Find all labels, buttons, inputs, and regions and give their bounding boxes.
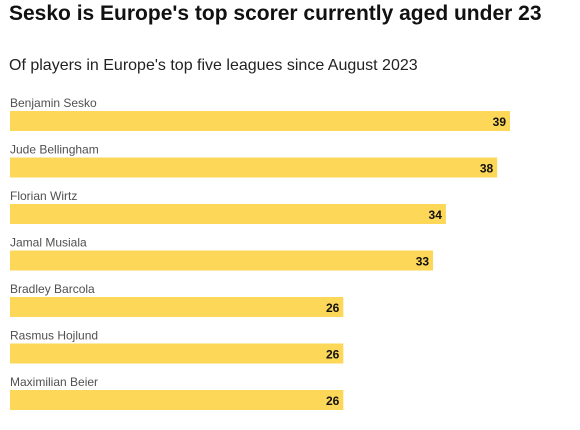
bar-jude-bellingham bbox=[10, 157, 498, 178]
chart-subtitle: Of players in Europe's top five leagues … bbox=[9, 57, 418, 74]
value-label-rasmus-hojlund: 26 bbox=[326, 348, 340, 362]
value-label-benjamin-sesko: 39 bbox=[493, 115, 507, 129]
category-label-jamal-musiala: Jamal Musiala bbox=[10, 236, 87, 250]
bar-bradley-barcola bbox=[10, 297, 344, 317]
bar-jamal-musiala bbox=[10, 250, 434, 271]
chart-title: Sesko is Europe's top scorer currently a… bbox=[9, 2, 542, 25]
value-label-jude-bellingham: 38 bbox=[480, 162, 494, 176]
category-label-benjamin-sesko: Benjamin Sesko bbox=[10, 96, 97, 110]
value-label-florian-wirtz: 34 bbox=[429, 208, 443, 222]
bar-maximilian-beier bbox=[10, 390, 344, 410]
category-label-maximilian-beier: Maximilian Beier bbox=[10, 375, 98, 389]
category-label-rasmus-hojlund: Rasmus Hojlund bbox=[10, 329, 98, 343]
bar-rasmus-hojlund bbox=[10, 343, 344, 364]
bar-benjamin-sesko bbox=[10, 111, 510, 131]
value-label-bradley-barcola: 26 bbox=[326, 301, 340, 315]
category-label-florian-wirtz: Florian Wirtz bbox=[10, 189, 77, 203]
category-label-jude-bellingham: Jude Bellingham bbox=[10, 143, 99, 157]
category-label-bradley-barcola: Bradley Barcola bbox=[10, 282, 95, 296]
bar-florian-wirtz bbox=[10, 204, 446, 224]
value-label-jamal-musiala: 33 bbox=[416, 255, 430, 269]
value-label-maximilian-beier: 26 bbox=[326, 394, 340, 408]
